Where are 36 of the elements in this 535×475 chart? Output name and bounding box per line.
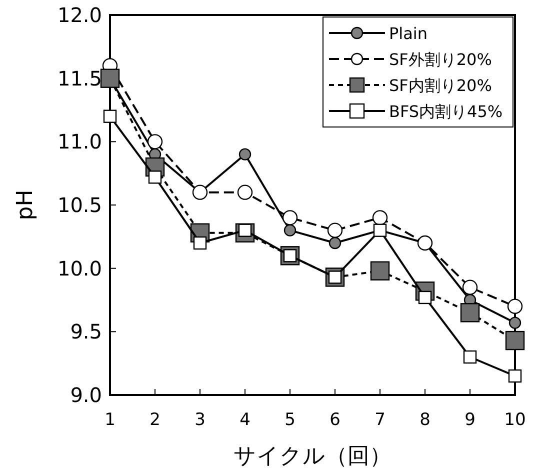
point [193, 236, 207, 250]
point [463, 350, 477, 364]
point [238, 148, 252, 160]
y-tick-label: 10.0 [57, 256, 102, 280]
x-tick-label: 4 [240, 410, 250, 430]
x-tick-label: 2 [150, 410, 160, 430]
x-tick-label: 3 [194, 410, 206, 430]
x-axis-title: サイクル（回） [234, 444, 392, 469]
x-tick-label: 9 [464, 410, 476, 430]
x-tick-label: 1 [104, 410, 116, 430]
legend-label: BFS内割り45% [389, 102, 503, 121]
point [460, 303, 480, 322]
y-tick-label: 11.0 [57, 130, 102, 154]
y-tick-label: 9.5 [70, 320, 102, 344]
legend-label: SF外割り20% [389, 50, 492, 69]
y-tick-label: 9.0 [70, 383, 102, 407]
legend-label: Plain [389, 24, 428, 43]
point [508, 316, 522, 329]
x-tick-label: 6 [330, 410, 340, 430]
x-tick-label: 5 [284, 410, 296, 430]
y-tick-label: 12.0 [57, 3, 102, 27]
y-axis-title: pH [13, 190, 38, 220]
y-tick-label: 10.5 [57, 193, 102, 217]
point [284, 224, 296, 236]
point [148, 170, 162, 184]
legend-label: SF内割り20% [389, 76, 492, 95]
point [370, 261, 390, 280]
x-tick-label: 8 [420, 410, 430, 430]
point [505, 330, 525, 350]
y-tick-label: 11.5 [57, 66, 102, 90]
point [328, 236, 342, 250]
point [100, 68, 120, 88]
x-tick-label: 10 [504, 410, 526, 430]
x-tick-label: 7 [374, 410, 386, 430]
point [103, 110, 117, 123]
point [508, 369, 522, 383]
